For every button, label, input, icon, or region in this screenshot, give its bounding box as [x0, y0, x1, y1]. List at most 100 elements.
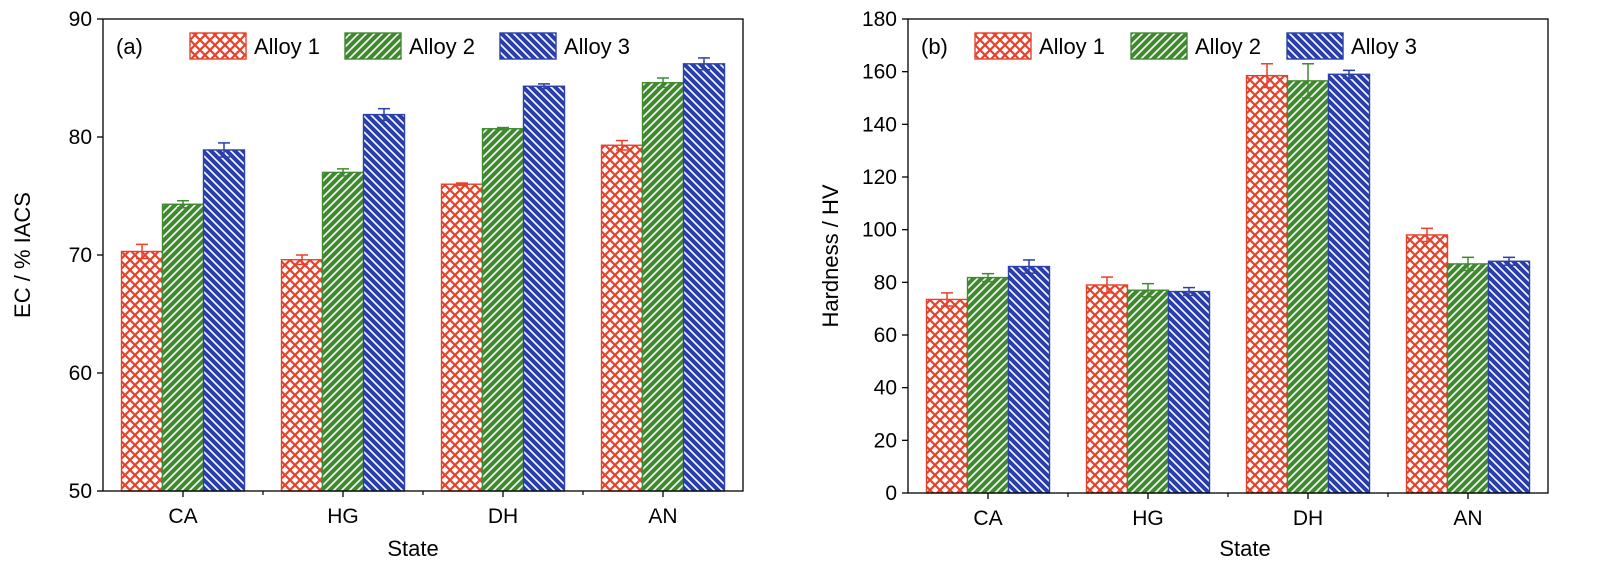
bar-b-hg-alloy3 [1167, 290, 1211, 494]
errorbar-b-dh-alloy1 [1261, 63, 1273, 89]
panel-b-label: (b) [921, 34, 948, 59]
x-tick-label-b-hg: HG [1132, 507, 1164, 530]
legend-swatch-b-alloy1 [974, 32, 1032, 60]
panel-a-y-axis-title: EC / % IACS [10, 192, 35, 318]
panel-b: 0 20 40 60 80 100 120 140 160 180 CA HG DH AN (b) Al… [818, 8, 1549, 561]
y-tick-label-b-100: 100 [862, 219, 897, 242]
legend-label-a-alloy1: Alloy 1 [254, 34, 320, 59]
y-tick-label-b-160: 160 [862, 61, 897, 84]
x-tick-label-b-an: AN [1453, 507, 1482, 530]
bar-b-dh-alloy3 [1327, 73, 1371, 494]
errorbar-b-hg-alloy3 [1183, 286, 1195, 297]
bar-a-hg-alloy1 [280, 259, 324, 492]
errorbar-b-an-alloy2 [1462, 256, 1474, 272]
y-tick-label-a-90: 90 [69, 8, 92, 31]
errorbar-b-hg-alloy1 [1101, 276, 1113, 294]
bar-b-ca-alloy2 [966, 276, 1010, 494]
y-tick-label-b-80: 80 [874, 271, 897, 294]
legend-item-b-alloy3: Alloy 3 [1286, 32, 1417, 60]
legend-item-b-alloy2: Alloy 2 [1130, 32, 1261, 60]
legend-label-a-alloy2: Alloy 2 [409, 34, 475, 59]
bar-a-dh-alloy2 [481, 128, 525, 492]
errorbar-a-dh-alloy3 [538, 83, 550, 90]
errorbar-a-dh-alloy2 [497, 126, 509, 131]
panel-b-errorbars [941, 63, 1515, 307]
bar-a-an-alloy1 [600, 144, 644, 492]
panel-b-y-axis-title: Hardness / HV [818, 184, 843, 327]
errorbar-a-an-alloy3 [698, 57, 710, 71]
x-tick-label-a-dh: DH [488, 505, 518, 528]
x-tick-label-b-dh: DH [1293, 507, 1323, 530]
bar-a-dh-alloy1 [440, 183, 484, 492]
x-tick-label-a-hg: HG [327, 505, 359, 528]
y-tick-label-b-60: 60 [874, 324, 897, 347]
bar-a-an-alloy3 [682, 63, 726, 492]
panel-b-bars [925, 73, 1531, 494]
bar-b-dh-alloy2 [1286, 80, 1330, 494]
errorbar-a-hg-alloy2 [337, 168, 349, 177]
bar-a-hg-alloy3 [362, 113, 406, 492]
bar-b-ca-alloy3 [1007, 265, 1051, 494]
panel-b-legend: Alloy 1 Alloy 2 Alloy 3 [974, 32, 1417, 60]
bar-b-dh-alloy1 [1245, 74, 1289, 494]
errorbar-b-an-alloy3 [1503, 256, 1515, 266]
errorbar-a-ca-alloy3 [218, 142, 230, 158]
bar-a-ca-alloy3 [202, 149, 246, 492]
bar-a-hg-alloy2 [321, 171, 365, 492]
panel-b-x-axis-title: State [1219, 536, 1270, 561]
legend-swatch-b-alloy2 [1130, 32, 1188, 60]
panel-a-legend: Alloy 1 Alloy 2 Alloy 3 [189, 32, 630, 60]
bar-a-dh-alloy3 [522, 85, 566, 492]
errorbar-a-ca-alloy1 [136, 243, 148, 260]
panel-a-yticks: 50 60 70 80 90 [69, 8, 103, 503]
y-tick-label-b-40: 40 [874, 377, 897, 400]
errorbar-b-hg-alloy2 [1142, 282, 1154, 298]
y-tick-label-a-50: 50 [69, 480, 92, 503]
y-tick-label-a-80: 80 [69, 126, 92, 149]
panel-a-label: (a) [116, 34, 143, 59]
y-tick-label-b-140: 140 [862, 113, 897, 136]
bar-b-hg-alloy2 [1126, 289, 1170, 494]
legend-label-b-alloy3: Alloy 3 [1351, 34, 1417, 59]
x-tick-label-a-ca: CA [168, 505, 197, 528]
errorbar-a-dh-alloy1 [456, 182, 468, 187]
y-tick-label-b-180: 180 [862, 8, 897, 31]
errorbar-a-an-alloy2 [657, 77, 669, 89]
errorbar-a-hg-alloy3 [378, 107, 390, 122]
bar-a-ca-alloy2 [161, 203, 205, 492]
y-tick-label-a-60: 60 [69, 362, 92, 385]
legend-swatch-a-alloy2 [344, 32, 402, 60]
bar-b-hg-alloy1 [1085, 284, 1129, 494]
legend-item-a-alloy2: Alloy 2 [344, 32, 475, 60]
errorbar-b-ca-alloy1 [941, 292, 953, 307]
x-tick-label-b-ca: CA [973, 507, 1002, 530]
y-tick-label-a-70: 70 [69, 244, 92, 267]
errorbar-b-an-alloy1 [1421, 227, 1433, 243]
errorbar-b-dh-alloy3 [1343, 69, 1355, 79]
panel-a-x-axis-title: State [387, 536, 438, 561]
y-tick-label-b-0: 0 [885, 482, 897, 505]
y-tick-label-b-20: 20 [874, 429, 897, 452]
legend-swatch-a-alloy3 [499, 32, 557, 60]
panel-a-xticks: CA HG DH AN [168, 491, 678, 528]
legend-item-b-alloy1: Alloy 1 [974, 32, 1105, 60]
panel-a-errorbars [136, 57, 710, 266]
x-tick-label-a-an: AN [648, 505, 677, 528]
errorbar-a-hg-alloy1 [296, 254, 308, 266]
bar-b-an-alloy3 [1487, 260, 1531, 494]
y-tick-label-b-120: 120 [862, 166, 897, 189]
errorbar-a-an-alloy1 [616, 139, 628, 151]
panel-b-xticks: CA HG DH AN [973, 493, 1483, 530]
errorbar-a-ca-alloy2 [177, 199, 189, 209]
legend-swatch-b-alloy3 [1286, 32, 1344, 60]
legend-label-b-alloy2: Alloy 2 [1195, 34, 1261, 59]
bar-b-an-alloy1 [1405, 234, 1449, 494]
legend-label-b-alloy1: Alloy 1 [1039, 34, 1105, 59]
legend-swatch-a-alloy1 [189, 32, 247, 60]
bar-b-an-alloy2 [1446, 263, 1490, 494]
bar-a-ca-alloy1 [120, 250, 164, 492]
legend-label-a-alloy3: Alloy 3 [564, 34, 630, 59]
legend-item-a-alloy3: Alloy 3 [499, 32, 630, 60]
